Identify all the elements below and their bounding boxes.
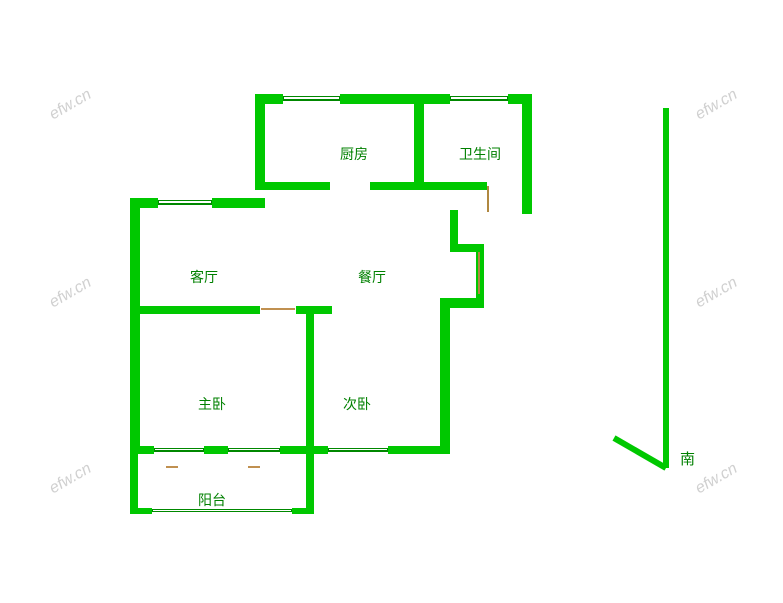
floorplan-canvas: efw.cnefw.cnefw.cnefw.cnefw.cnefw.cn厨房卫生… xyxy=(0,0,783,603)
compass-label-south: 南 xyxy=(680,448,695,469)
compass-arrow xyxy=(0,0,783,603)
